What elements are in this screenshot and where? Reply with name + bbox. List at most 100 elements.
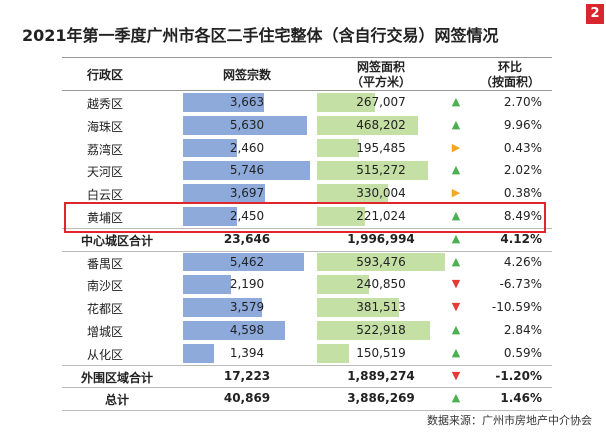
rule (62, 250, 552, 252)
area: 1,889,274 (347, 368, 415, 383)
area: 468,202 (356, 117, 406, 132)
district: 白云区 (86, 188, 123, 203)
change: 0.38% (503, 186, 542, 201)
change: 0.59% (503, 345, 542, 360)
count: 4,598 (229, 323, 265, 337)
rule (62, 410, 552, 412)
trend-arrow: ▲ (451, 254, 461, 268)
change: 2.02% (503, 163, 542, 178)
count: 23,646 (223, 231, 271, 246)
area-bar (317, 184, 389, 203)
district: 番禺区 (86, 256, 123, 271)
area-bar (317, 252, 445, 272)
change: -6.73% (499, 277, 542, 292)
header: 网签宗数 (222, 68, 271, 82)
count-bar (183, 321, 285, 340)
area: 267,007 (356, 95, 406, 109)
area: 522,918 (356, 323, 406, 337)
area-bar (317, 161, 429, 181)
trend-arrow: ▲ (451, 95, 461, 108)
change: 0.43% (503, 140, 542, 155)
area: 381,513 (356, 300, 406, 315)
count: 1,394 (229, 345, 265, 360)
area-bar (317, 298, 400, 317)
district: 海珠区 (86, 119, 123, 134)
area: 3,886,269 (347, 391, 415, 406)
count: 3,697 (229, 186, 265, 201)
change: 9.96% (503, 117, 542, 132)
count-bar (183, 275, 232, 295)
area: 1,996,994 (347, 231, 415, 246)
count: 3,663 (229, 95, 265, 109)
count-bar (183, 161, 310, 181)
header: 行政区 (86, 68, 123, 82)
count-bar (183, 184, 265, 203)
header: 网签面积 (356, 60, 405, 74)
change: -10.59% (491, 300, 542, 315)
trend-arrow: ▶ (451, 186, 461, 200)
count-bar (183, 115, 308, 135)
count: 5,630 (229, 117, 265, 132)
header: （平方米） (350, 75, 411, 89)
title: 2021年第一季度广州市各区二手住宅整体（含自行交易）网签情况 (22, 26, 499, 45)
district: 中心城区合计 (80, 233, 153, 248)
header: 环比 (497, 60, 522, 74)
change: 8.49% (503, 209, 542, 223)
source: 数据来源：广州市房地产中介协会 (427, 414, 592, 427)
count-bar (183, 343, 214, 363)
count: 2,190 (229, 277, 265, 292)
area: 330,004 (356, 186, 406, 201)
district: 从化区 (86, 347, 123, 362)
count-bar (183, 252, 304, 272)
trend-arrow: ▶ (451, 140, 461, 154)
trend-arrow: ▼ (451, 300, 461, 314)
change: 4.26% (503, 254, 542, 269)
trend-arrow: ▲ (451, 209, 461, 222)
rule (62, 90, 552, 91)
district: 南沙区 (86, 279, 123, 294)
change: 1.46% (500, 391, 542, 406)
trend-arrow: ▲ (451, 231, 461, 245)
highlight-box (64, 202, 546, 233)
area-bar (317, 207, 365, 226)
area-bar (317, 321, 430, 340)
rule (62, 227, 552, 229)
badge: 2 (586, 4, 604, 24)
trend-arrow: ▲ (451, 163, 461, 177)
count: 3,579 (229, 300, 265, 315)
area: 195,485 (356, 140, 406, 155)
district: 总计 (104, 393, 129, 408)
district: 增城区 (86, 325, 123, 339)
area: 240,850 (356, 277, 406, 292)
count: 5,462 (229, 254, 265, 269)
rule (62, 364, 552, 366)
area-bar (317, 138, 360, 158)
area-bar (317, 93, 375, 112)
count: 40,869 (223, 391, 271, 406)
count: 5,746 (229, 163, 265, 178)
district: 花都区 (86, 302, 123, 317)
area: 221,024 (356, 209, 406, 223)
change: -1.20% (495, 368, 542, 383)
area: 593,476 (356, 254, 406, 269)
change: 4.12% (500, 231, 542, 246)
area-bar (317, 115, 418, 135)
trend-arrow: ▲ (451, 323, 461, 336)
area-bar (317, 275, 369, 295)
district: 黄埔区 (86, 211, 123, 225)
count: 2,450 (229, 209, 265, 223)
rule (62, 57, 552, 58)
trend-arrow: ▼ (451, 277, 461, 291)
count: 17,223 (223, 368, 271, 383)
trend-arrow: ▼ (451, 368, 461, 382)
area: 515,272 (356, 163, 406, 178)
area: 150,519 (356, 345, 406, 360)
district: 天河区 (86, 165, 123, 180)
count-bar (183, 207, 238, 226)
rule (62, 387, 552, 389)
trend-arrow: ▲ (451, 345, 461, 359)
count-bar (183, 298, 263, 317)
change: 2.70% (503, 95, 542, 109)
trend-arrow: ▲ (451, 117, 461, 131)
